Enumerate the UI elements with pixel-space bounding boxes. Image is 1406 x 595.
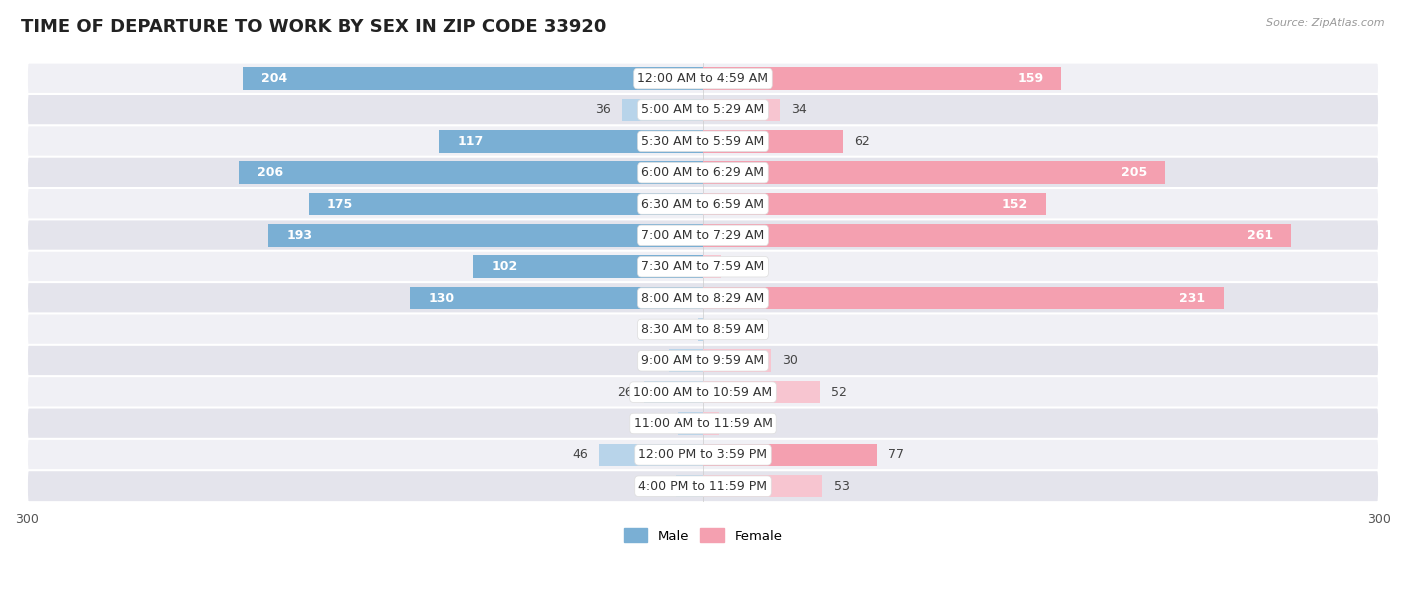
Text: 30: 30 (782, 354, 797, 367)
Bar (474, 255, 703, 278)
FancyBboxPatch shape (27, 126, 1379, 157)
Bar (439, 130, 703, 152)
Text: 62: 62 (853, 135, 870, 148)
Text: 152: 152 (1001, 198, 1028, 211)
Text: 175: 175 (326, 198, 353, 211)
Text: 7:30 AM to 7:59 AM: 7:30 AM to 7:59 AM (641, 260, 765, 273)
Text: 6:30 AM to 6:59 AM: 6:30 AM to 6:59 AM (641, 198, 765, 211)
Text: 193: 193 (285, 229, 312, 242)
Text: 36: 36 (595, 104, 610, 117)
FancyBboxPatch shape (27, 408, 1379, 440)
Bar (703, 475, 823, 497)
Text: 53: 53 (834, 480, 849, 493)
Text: 7: 7 (730, 417, 738, 430)
Bar (678, 412, 703, 435)
Text: 10:00 AM to 10:59 AM: 10:00 AM to 10:59 AM (634, 386, 772, 399)
Text: 117: 117 (457, 135, 484, 148)
FancyBboxPatch shape (27, 220, 1379, 251)
Text: 2: 2 (679, 323, 688, 336)
Bar (703, 443, 876, 466)
Bar (239, 161, 703, 184)
Bar (703, 412, 718, 435)
Bar (703, 130, 842, 152)
Bar (309, 193, 703, 215)
FancyBboxPatch shape (27, 439, 1379, 471)
Bar (703, 99, 779, 121)
Bar (699, 318, 703, 341)
Text: 7:00 AM to 7:29 AM: 7:00 AM to 7:29 AM (641, 229, 765, 242)
FancyBboxPatch shape (27, 314, 1379, 346)
Bar (411, 287, 703, 309)
Text: 159: 159 (1017, 72, 1043, 85)
Bar (243, 67, 703, 90)
Text: 8:00 AM to 8:29 AM: 8:00 AM to 8:29 AM (641, 292, 765, 305)
Text: 261: 261 (1247, 229, 1274, 242)
Bar (703, 287, 1223, 309)
Text: 15: 15 (643, 354, 658, 367)
Bar (703, 224, 1291, 247)
Bar (703, 349, 770, 372)
Text: 6:00 AM to 6:29 AM: 6:00 AM to 6:29 AM (641, 166, 765, 179)
Text: 46: 46 (572, 449, 588, 461)
Bar (669, 349, 703, 372)
Text: 26: 26 (617, 386, 633, 399)
Text: 52: 52 (831, 386, 848, 399)
FancyBboxPatch shape (27, 282, 1379, 314)
FancyBboxPatch shape (27, 376, 1379, 408)
Text: 5:00 AM to 5:29 AM: 5:00 AM to 5:29 AM (641, 104, 765, 117)
Text: Source: ZipAtlas.com: Source: ZipAtlas.com (1267, 18, 1385, 28)
FancyBboxPatch shape (27, 188, 1379, 220)
Bar (621, 99, 703, 121)
Text: 4:00 PM to 11:59 PM: 4:00 PM to 11:59 PM (638, 480, 768, 493)
FancyBboxPatch shape (27, 250, 1379, 283)
Text: 102: 102 (491, 260, 517, 273)
Bar (703, 161, 1166, 184)
Text: 12:00 PM to 3:59 PM: 12:00 PM to 3:59 PM (638, 449, 768, 461)
Text: 231: 231 (1180, 292, 1205, 305)
Bar (599, 443, 703, 466)
Text: 8:30 AM to 8:59 AM: 8:30 AM to 8:59 AM (641, 323, 765, 336)
FancyBboxPatch shape (27, 62, 1379, 95)
Text: 130: 130 (427, 292, 454, 305)
Bar (703, 381, 820, 403)
Bar (703, 255, 721, 278)
Bar (644, 381, 703, 403)
Text: 5:30 AM to 5:59 AM: 5:30 AM to 5:59 AM (641, 135, 765, 148)
FancyBboxPatch shape (27, 345, 1379, 377)
FancyBboxPatch shape (27, 470, 1379, 502)
FancyBboxPatch shape (27, 156, 1379, 189)
Text: 205: 205 (1121, 166, 1147, 179)
Text: 34: 34 (792, 104, 807, 117)
Text: 12:00 AM to 4:59 AM: 12:00 AM to 4:59 AM (637, 72, 769, 85)
Text: 8: 8 (733, 260, 741, 273)
Text: 204: 204 (262, 72, 288, 85)
Text: TIME OF DEPARTURE TO WORK BY SEX IN ZIP CODE 33920: TIME OF DEPARTURE TO WORK BY SEX IN ZIP … (21, 18, 606, 36)
Text: 11: 11 (651, 417, 666, 430)
Bar (703, 193, 1046, 215)
Legend: Male, Female: Male, Female (619, 523, 787, 548)
Text: 206: 206 (257, 166, 283, 179)
Text: 9:00 AM to 9:59 AM: 9:00 AM to 9:59 AM (641, 354, 765, 367)
Bar (703, 67, 1062, 90)
FancyBboxPatch shape (27, 94, 1379, 126)
Text: 11:00 AM to 11:59 AM: 11:00 AM to 11:59 AM (634, 417, 772, 430)
Text: 77: 77 (887, 449, 904, 461)
Text: 0: 0 (714, 323, 723, 336)
Bar (676, 475, 703, 497)
Text: 12: 12 (650, 480, 665, 493)
Bar (269, 224, 703, 247)
